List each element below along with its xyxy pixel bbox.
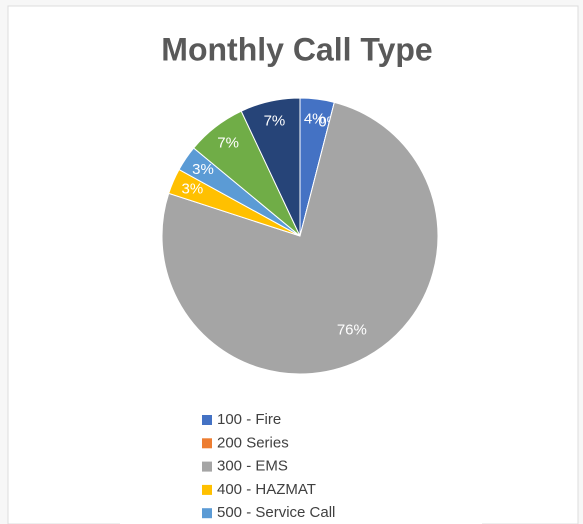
legend	[120, 405, 482, 524]
data-label: 7%	[217, 134, 239, 151]
data-label: 4%	[304, 111, 326, 128]
legend-label: 100 - Fire	[217, 411, 281, 428]
legend-swatch	[202, 508, 212, 519]
data-label: 3%	[192, 161, 214, 178]
legend-swatch	[202, 461, 212, 472]
pie-slice	[240, 97, 301, 237]
data-label: 76%	[337, 321, 367, 338]
legend-label: 300 - EMS	[217, 458, 288, 475]
legend-label: 200 Series	[217, 434, 289, 451]
chart-title: Monthly Call Type	[161, 31, 432, 67]
data-label: 7%	[264, 112, 286, 129]
legend-swatch	[202, 438, 212, 449]
legend-label: 400 - HAZMAT	[217, 481, 316, 498]
pie-slice	[161, 101, 439, 375]
legend-label: 500 - Service Call	[217, 504, 335, 521]
legend-swatch	[202, 415, 212, 425]
data-label: 3%	[182, 180, 204, 197]
legend-swatch	[202, 484, 212, 495]
